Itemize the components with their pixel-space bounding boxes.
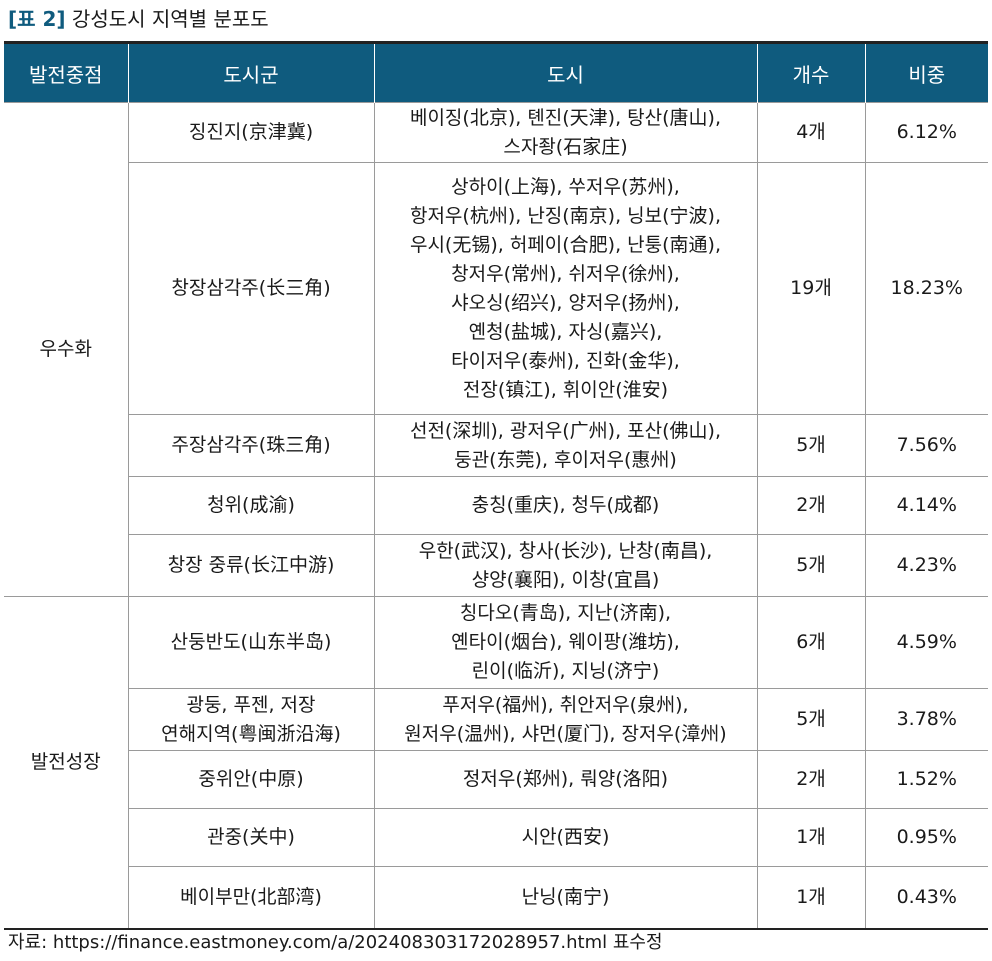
count-cell: 5개: [756, 414, 866, 477]
table-row: 발전성장 산둥반도(山东半岛) 칭다오(青岛), 지난(济南), 옌타이(烟台), 웨…: [4, 596, 988, 929]
cluster-cell: 베이부만(北部湾): [128, 866, 375, 929]
cities-cell-line: 린이(临沂), 지닝(济宁): [471, 660, 660, 682]
cities-cell-line: 스자좡(石家庄): [503, 135, 628, 158]
cities-cell-line: 원저우(温州), 샤먼(厦门), 장저우(漳州): [404, 722, 727, 745]
cluster-cell-line: 산둥반도(山东半岛): [170, 631, 332, 653]
cities-cell: 칭다오(青岛), 지난(济南), 옌타이(烟台), 웨이팡(潍坊), 린이(临沂),…: [373, 596, 758, 689]
table-row: 주장삼각주(珠三角) 선전(深圳), 광저우(广州), 포산(佛山), 둥관(东莞)…: [4, 414, 988, 477]
cities-cell: 선전(深圳), 광저우(广州), 포산(佛山), 둥관(东莞), 후이저우(惠州): [373, 414, 758, 477]
cluster-cell: 청위(成渝): [128, 476, 375, 535]
cities-cell-line: 타이저우(泰州), 진화(金华),: [451, 349, 680, 372]
count-cell: 4개: [756, 102, 866, 163]
cities-cell-line: 전장(镇江), 휘이안(淮安): [462, 378, 669, 401]
focus-group-cell: 우수화: [4, 102, 129, 597]
cluster-cell: 창장 중류(长江中游): [128, 534, 375, 597]
share-cell: 0.95%: [864, 808, 988, 867]
table-row: 창장삼각주(长三角) 상하이(上海), 쑤저우(苏州), 항저우(杭州), 난징(南…: [4, 162, 988, 415]
share-cell: 3.78%: [864, 688, 988, 751]
table-row: 중위안(中原) 정저우(郑州), 뤄양(洛阳) 2개 1.52%: [4, 750, 988, 809]
focus-group-cell: 발전성장: [4, 596, 129, 929]
city-distribution-table: 발전중점 도시군 도시 개수 비중 우수화 징진지(京津冀) 베이징(北京), 톈진…: [4, 41, 988, 930]
table-row: 관중(关中) 시안(西安) 1개 0.95%: [4, 808, 988, 867]
count-cell: 1개: [756, 808, 866, 867]
cities-cell-line: 둥관(东莞), 후이저우(惠州): [454, 448, 677, 471]
cities-cell: 푸저우(福州), 취안저우(泉州), 원저우(温州), 샤먼(厦门), 장저우(漳…: [373, 688, 758, 751]
cluster-cell-line: 연해지역(粤闽浙沿海): [161, 722, 341, 745]
cities-cell-line: 옌타이(烟台), 웨이팡(潍坊),: [451, 631, 680, 653]
count-cell: 6개: [756, 596, 866, 689]
cities-cell-line: 상하이(上海), 쑤저우(苏州),: [451, 175, 680, 198]
table-number: [표 2]: [8, 7, 66, 31]
cluster-cell: 창장삼각주(长三角): [128, 162, 375, 415]
cities-cell: 시안(西安): [373, 808, 758, 867]
cluster-cell-line: 중위안(中原): [198, 768, 304, 790]
cities-cell-line: 칭다오(青岛), 지난(济南),: [459, 602, 672, 624]
cluster-cell: 주장삼각주(珠三角): [128, 414, 375, 477]
share-cell: 18.23%: [864, 162, 988, 415]
share-cell: 4.59%: [864, 596, 988, 689]
table-title-text: 강성도시 지역별 분포도: [71, 7, 269, 31]
cities-cell-line: 우한(武汉), 창사(长沙), 난창(南昌),: [418, 539, 713, 562]
cluster-cell-line: 베이부만(北部湾): [180, 885, 322, 908]
header-cluster: 도시군: [127, 41, 374, 103]
share-cell: 1.52%: [864, 750, 988, 809]
header-count: 개수: [756, 41, 865, 103]
cities-cell-line: 베이징(北京), 톈진(天津), 탕산(唐山),: [409, 106, 722, 129]
cities-cell-line: 정저우(郑州), 뤄양(洛阳): [462, 768, 669, 790]
source-note: 자료: https://finance.eastmoney.com/a/2024…: [8, 932, 663, 953]
count-cell: 5개: [756, 688, 866, 751]
count-cell: 2개: [756, 750, 866, 809]
share-cell: 4.23%: [864, 534, 988, 597]
cluster-cell-line: 주장삼각주(珠三角): [171, 434, 331, 456]
header-focus: 발전중점: [4, 41, 128, 103]
cities-cell: 정저우(郑州), 뤄양(洛阳): [373, 750, 758, 809]
share-cell: 7.56%: [864, 414, 988, 477]
cities-cell-line: 창저우(常州), 쉬저우(徐州),: [451, 262, 680, 285]
cities-cell: 상하이(上海), 쑤저우(苏州), 항저우(杭州), 난징(南京), 닝보(宁波)…: [373, 162, 758, 415]
table-row: 청위(成渝) 충칭(重庆), 청두(成都) 2개 4.14%: [4, 476, 988, 535]
table-title: [표 2] 강성도시 지역별 분포도: [8, 3, 269, 35]
cities-cell-line: 샹양(襄阳), 이창(宜昌): [471, 568, 660, 591]
count-cell: 5개: [756, 534, 866, 597]
cities-cell: 베이징(北京), 톈진(天津), 탕산(唐山), 스자좡(石家庄): [373, 102, 758, 163]
cluster-cell-line: 징진지(京津冀): [188, 121, 314, 143]
cities-cell-line: 옌청(盐城), 자싱(嘉兴),: [468, 320, 663, 343]
cities-cell: 충칭(重庆), 청두(成都): [373, 476, 758, 535]
count-cell: 1개: [756, 866, 866, 929]
count-cell: 19개: [756, 162, 866, 415]
cities-cell: 난닝(南宁): [373, 866, 758, 929]
cities-cell-line: 선전(深圳), 광저우(广州), 포산(佛山),: [409, 419, 722, 442]
table-row: 우수화 징진지(京津冀) 베이징(北京), 톈진(天津), 탕산(唐山), 스자좡(石…: [4, 102, 988, 597]
table-body: 우수화 징진지(京津冀) 베이징(北京), 톈진(天津), 탕산(唐山), 스자좡(石…: [4, 102, 988, 929]
share-cell: 6.12%: [864, 102, 988, 163]
cities-cell-line: 난닝(南宁): [521, 885, 610, 908]
count-cell: 2개: [756, 476, 866, 535]
cities-cell: 우한(武汉), 창사(长沙), 난창(南昌), 샹양(襄阳), 이창(宜昌): [373, 534, 758, 597]
cluster-cell-line: 관중(关中): [207, 826, 295, 848]
cluster-cell-line: 청위(成渝): [207, 494, 295, 516]
cities-cell-line: 항저우(杭州), 난징(南京), 닝보(宁波),: [409, 204, 722, 227]
header-share: 비중: [864, 41, 988, 103]
share-cell: 0.43%: [864, 866, 988, 929]
cities-cell-line: 푸저우(福州), 취안저우(泉州),: [442, 693, 689, 716]
table-row: 베이부만(北部湾) 난닝(南宁) 1개 0.43%: [4, 866, 988, 929]
cities-cell-line: 시안(西安): [521, 826, 610, 848]
share-cell: 4.14%: [864, 476, 988, 535]
header-row: 발전중점 도시군 도시 개수 비중: [4, 41, 988, 103]
cities-cell-line: 우시(无锡), 허페이(合肥), 난퉁(南通),: [409, 233, 722, 256]
table-row: 창장 중류(长江中游) 우한(武汉), 창사(长沙), 난창(南昌), 샹양(襄阳)…: [4, 534, 988, 597]
cluster-cell: 관중(关中): [128, 808, 375, 867]
cities-cell-line: 샤오싱(绍兴), 양저우(扬州),: [451, 291, 680, 314]
header-cities: 도시: [373, 41, 757, 103]
cluster-cell-line: 광둥, 푸젠, 저장: [186, 693, 316, 716]
cluster-cell: 중위안(中原): [128, 750, 375, 809]
cluster-cell-line: 창장 중류(长江中游): [167, 554, 335, 576]
cities-cell-line: 충칭(重庆), 청두(成都): [471, 494, 660, 516]
cluster-cell-line: 창장삼각주(长三角): [171, 277, 331, 299]
cluster-cell: 산둥반도(山东半岛): [127, 596, 375, 689]
cluster-cell: 징진지(京津冀): [127, 102, 375, 163]
